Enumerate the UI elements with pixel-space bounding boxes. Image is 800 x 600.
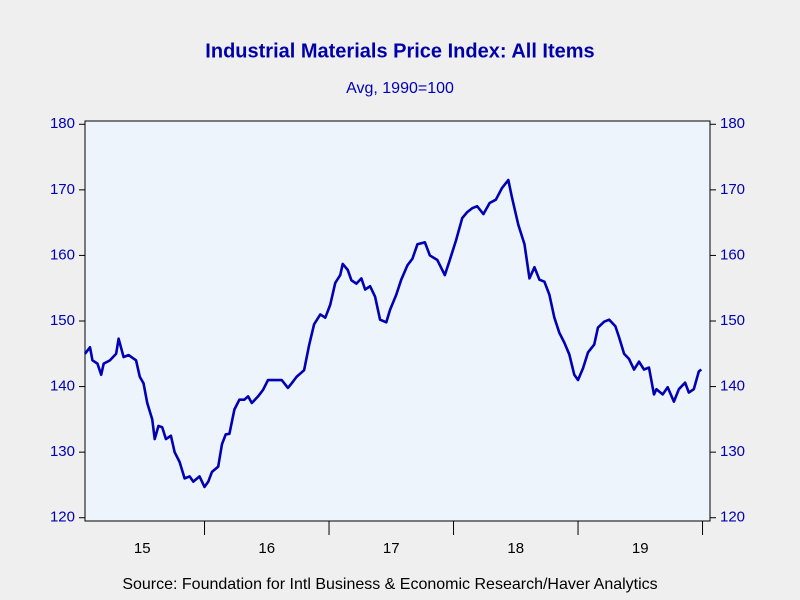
x-tick-label: 19 bbox=[632, 540, 649, 557]
y2-tick-label: 170 bbox=[720, 181, 745, 198]
x-tick-label: 15 bbox=[134, 540, 151, 557]
y-tick-label: 160 bbox=[50, 246, 75, 263]
y2-tick-label: 130 bbox=[720, 443, 745, 460]
y-tick-label: 120 bbox=[50, 509, 75, 526]
y2-tick-label: 180 bbox=[720, 115, 745, 132]
y-tick-label: 130 bbox=[50, 443, 75, 460]
source-note: Source: Foundation for Intl Business & E… bbox=[122, 576, 657, 593]
y-tick-label: 140 bbox=[50, 378, 75, 395]
x-tick-label: 18 bbox=[507, 540, 524, 557]
y-tick-label: 170 bbox=[50, 181, 75, 198]
y-tick-label: 180 bbox=[50, 115, 75, 132]
y-tick-label: 150 bbox=[50, 312, 75, 329]
chart-subtitle: Avg, 1990=100 bbox=[346, 80, 454, 97]
y2-tick-label: 140 bbox=[720, 378, 745, 395]
chart-title: Industrial Materials Price Index: All It… bbox=[205, 40, 594, 62]
data-line bbox=[83, 178, 703, 489]
y2-tick-label: 160 bbox=[720, 246, 745, 263]
y2-tick-label: 120 bbox=[720, 509, 745, 526]
x-tick-label: 17 bbox=[383, 540, 400, 557]
x-tick-label: 16 bbox=[258, 540, 275, 557]
y2-tick-label: 150 bbox=[720, 312, 745, 329]
